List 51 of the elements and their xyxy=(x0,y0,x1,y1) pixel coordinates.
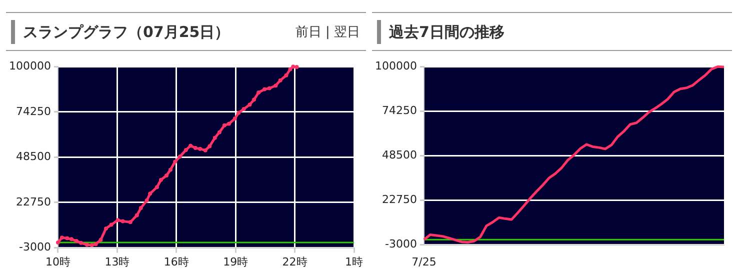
point xyxy=(284,73,288,78)
point xyxy=(90,243,94,248)
x-tick-label: 22時 xyxy=(282,255,308,268)
x-tick-label: 1時 xyxy=(345,255,363,268)
point xyxy=(217,130,222,134)
point xyxy=(120,219,125,224)
x-tick-label: 16時 xyxy=(164,255,189,268)
x-tick-label: 7/25 xyxy=(412,255,436,268)
x-tick-label: 19時 xyxy=(223,255,248,268)
point xyxy=(98,238,103,242)
chart-title: スランプグラフ（07月25日） xyxy=(11,20,230,44)
y-tick-label: 74250 xyxy=(16,104,51,118)
point xyxy=(227,122,232,126)
point xyxy=(208,144,212,148)
y-tick-label: 100000 xyxy=(8,59,51,72)
y-tick-label: 74250 xyxy=(382,104,417,118)
y-tick-label: 22750 xyxy=(16,195,51,208)
y-tick-label: -3000 xyxy=(19,240,51,254)
y-tick-label: 22750 xyxy=(382,193,417,206)
point xyxy=(274,84,278,88)
point xyxy=(60,236,64,240)
point xyxy=(256,90,261,94)
chart-title: 過去7日間の推移 xyxy=(377,20,504,44)
point xyxy=(267,86,272,90)
point xyxy=(288,67,292,72)
point xyxy=(94,242,98,246)
point xyxy=(104,226,108,230)
point xyxy=(116,218,120,222)
point xyxy=(203,148,208,152)
x-tick-label: 10時 xyxy=(45,255,70,268)
point xyxy=(222,123,226,128)
point xyxy=(232,116,237,120)
point xyxy=(79,240,84,245)
point xyxy=(69,237,74,242)
point xyxy=(65,236,70,240)
point xyxy=(252,98,256,102)
point xyxy=(248,102,252,107)
x-tick-label: 13時 xyxy=(104,255,130,268)
text: 前日 | 翌日 xyxy=(295,24,360,40)
y-tick-label: -3000 xyxy=(385,238,417,251)
point xyxy=(212,136,217,140)
point xyxy=(278,78,282,82)
y-tick-label: 48500 xyxy=(16,150,51,164)
point xyxy=(84,242,89,247)
y-tick-label: 100000 xyxy=(374,59,417,72)
point xyxy=(74,238,78,243)
point xyxy=(236,110,241,115)
y-tick-label: 48500 xyxy=(382,148,417,162)
point xyxy=(262,87,267,92)
point xyxy=(242,107,246,111)
point xyxy=(109,222,114,227)
